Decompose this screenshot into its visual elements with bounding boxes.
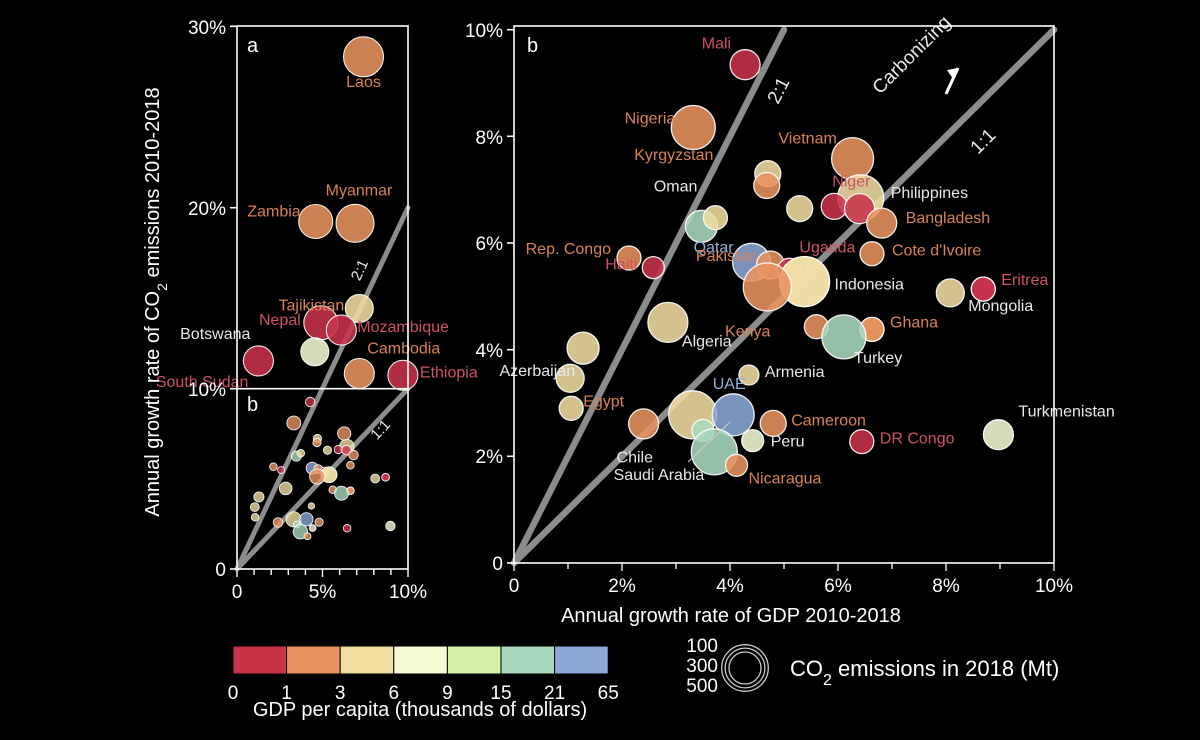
svg-text:Pakistan: Pakistan <box>696 248 757 265</box>
svg-text:10%: 10% <box>389 582 427 603</box>
svg-text:8%: 8% <box>476 128 504 149</box>
svg-text:Oman: Oman <box>654 179 698 196</box>
svg-text:b: b <box>527 35 538 57</box>
svg-text:0: 0 <box>509 576 520 597</box>
svg-text:0: 0 <box>215 560 226 581</box>
svg-text:Nigeria: Nigeria <box>625 111 676 128</box>
svg-text:Eritrea: Eritrea <box>1001 272 1048 289</box>
svg-text:Kenya: Kenya <box>725 324 770 341</box>
svg-text:10%: 10% <box>1035 576 1073 597</box>
svg-text:65: 65 <box>598 683 619 704</box>
svg-text:2%: 2% <box>476 447 504 468</box>
svg-text:Nepal: Nepal <box>259 312 301 329</box>
svg-text:Peru: Peru <box>771 434 805 451</box>
svg-text:Egypt: Egypt <box>583 393 624 410</box>
svg-text:Nicaragua: Nicaragua <box>749 470 822 487</box>
svg-text:Mongolia: Mongolia <box>968 298 1033 315</box>
svg-text:8%: 8% <box>932 576 960 597</box>
svg-text:Cambodia: Cambodia <box>367 341 440 358</box>
svg-text:GDP per capita (thousands of d: GDP per capita (thousands of dollars) <box>253 699 587 721</box>
svg-text:Azerbaijan: Azerbaijan <box>499 363 575 380</box>
svg-text:Annual growth rate of GDP 2010: Annual growth rate of GDP 2010-2018 <box>561 605 901 627</box>
svg-text:Bangladesh: Bangladesh <box>906 210 991 227</box>
svg-text:Niger: Niger <box>832 173 871 190</box>
svg-text:20%: 20% <box>188 199 226 220</box>
svg-text:Botswana: Botswana <box>180 326 250 343</box>
svg-text:4%: 4% <box>476 341 504 362</box>
svg-text:Kyrgyzstan: Kyrgyzstan <box>634 147 713 164</box>
svg-text:Mozambique: Mozambique <box>357 319 449 336</box>
svg-text:Philippines: Philippines <box>891 185 968 202</box>
svg-text:0: 0 <box>228 683 239 704</box>
svg-text:UAE: UAE <box>713 376 746 393</box>
svg-text:30%: 30% <box>188 18 226 39</box>
svg-text:Turkey: Turkey <box>854 350 902 367</box>
svg-text:6%: 6% <box>476 234 504 255</box>
svg-text:DR Congo: DR Congo <box>880 431 955 448</box>
svg-text:Armenia: Armenia <box>765 364 825 381</box>
svg-text:Mali: Mali <box>702 36 731 53</box>
svg-text:Saudi Arabia: Saudi Arabia <box>614 467 705 484</box>
svg-text:Myanmar: Myanmar <box>326 182 393 199</box>
svg-text:Cote d'Ivoire: Cote d'Ivoire <box>892 243 981 260</box>
svg-text:0: 0 <box>492 554 503 575</box>
svg-text:100: 100 <box>686 636 718 657</box>
svg-text:10%: 10% <box>465 21 503 42</box>
svg-text:a: a <box>247 35 259 57</box>
svg-text:500: 500 <box>686 676 718 697</box>
svg-text:Rep. Congo: Rep. Congo <box>526 241 611 258</box>
svg-text:Zambia: Zambia <box>247 204 300 221</box>
svg-text:Uganda: Uganda <box>799 239 855 256</box>
svg-text:0: 0 <box>232 582 243 603</box>
svg-text:2%: 2% <box>608 576 636 597</box>
svg-text:10%: 10% <box>188 380 226 401</box>
svg-text:5%: 5% <box>309 582 337 603</box>
svg-text:6%: 6% <box>824 576 852 597</box>
svg-text:300: 300 <box>686 656 718 677</box>
svg-text:Chile: Chile <box>617 449 654 466</box>
svg-text:Cameroon: Cameroon <box>791 412 866 429</box>
svg-text:Vietnam: Vietnam <box>778 131 836 148</box>
svg-text:4%: 4% <box>716 576 744 597</box>
svg-text:Ethiopia: Ethiopia <box>420 364 478 381</box>
svg-text:Ghana: Ghana <box>890 314 938 331</box>
svg-text:Indonesia: Indonesia <box>835 277 904 294</box>
svg-text:b: b <box>247 394 258 416</box>
svg-text:Turkmenistan: Turkmenistan <box>1018 404 1114 421</box>
svg-text:Haiti: Haiti <box>605 257 637 274</box>
svg-text:Laos: Laos <box>346 74 381 91</box>
